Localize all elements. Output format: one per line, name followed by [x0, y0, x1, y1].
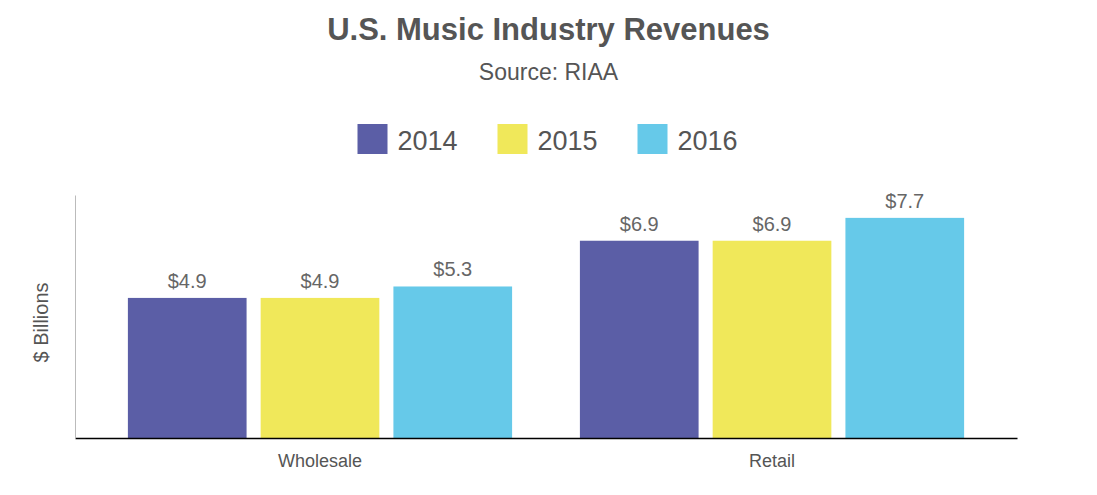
data-label: $6.9: [620, 213, 659, 235]
y-axis-title: $ Billions: [30, 282, 52, 362]
x-axis-line: [76, 438, 1018, 440]
bar: [261, 298, 380, 438]
bar: [580, 241, 699, 438]
legend-label: 2014: [398, 126, 458, 156]
data-label: $7.7: [885, 190, 924, 212]
legend-swatch: [358, 124, 388, 154]
legend-swatch: [638, 124, 668, 154]
x-tick: Wholesale: [278, 438, 362, 471]
bar: [128, 298, 247, 438]
data-label: $6.9: [753, 213, 792, 235]
legend: 2014 2015 2016: [358, 124, 738, 156]
x-tick-label: Wholesale: [278, 451, 362, 471]
title: U.S. Music Industry Revenues: [327, 12, 770, 47]
chart: U.S. Music Industry Revenues Source: RIAA…: [0, 0, 1097, 495]
legend-label: 2016: [678, 126, 738, 156]
x-tick-label: Retail: [749, 451, 795, 471]
data-labels: $4.9 $6.9 $4.9 $6.9 $5.3 $7.7: [168, 190, 924, 292]
data-label: $4.9: [301, 270, 340, 292]
data-label: $5.3: [433, 258, 472, 280]
y-axis: [75, 196, 76, 439]
legend-swatch: [498, 124, 528, 154]
y-axis-line: [75, 196, 76, 439]
bars: [128, 218, 964, 438]
subtitle: Source: RIAA: [479, 59, 619, 85]
x-tick: Retail: [749, 438, 795, 471]
bar: [713, 241, 832, 438]
bar: [845, 218, 964, 438]
x-axis: Wholesale Retail: [76, 438, 1018, 471]
bar: [393, 286, 512, 438]
data-label: $4.9: [168, 270, 207, 292]
legend-label: 2015: [538, 126, 598, 156]
